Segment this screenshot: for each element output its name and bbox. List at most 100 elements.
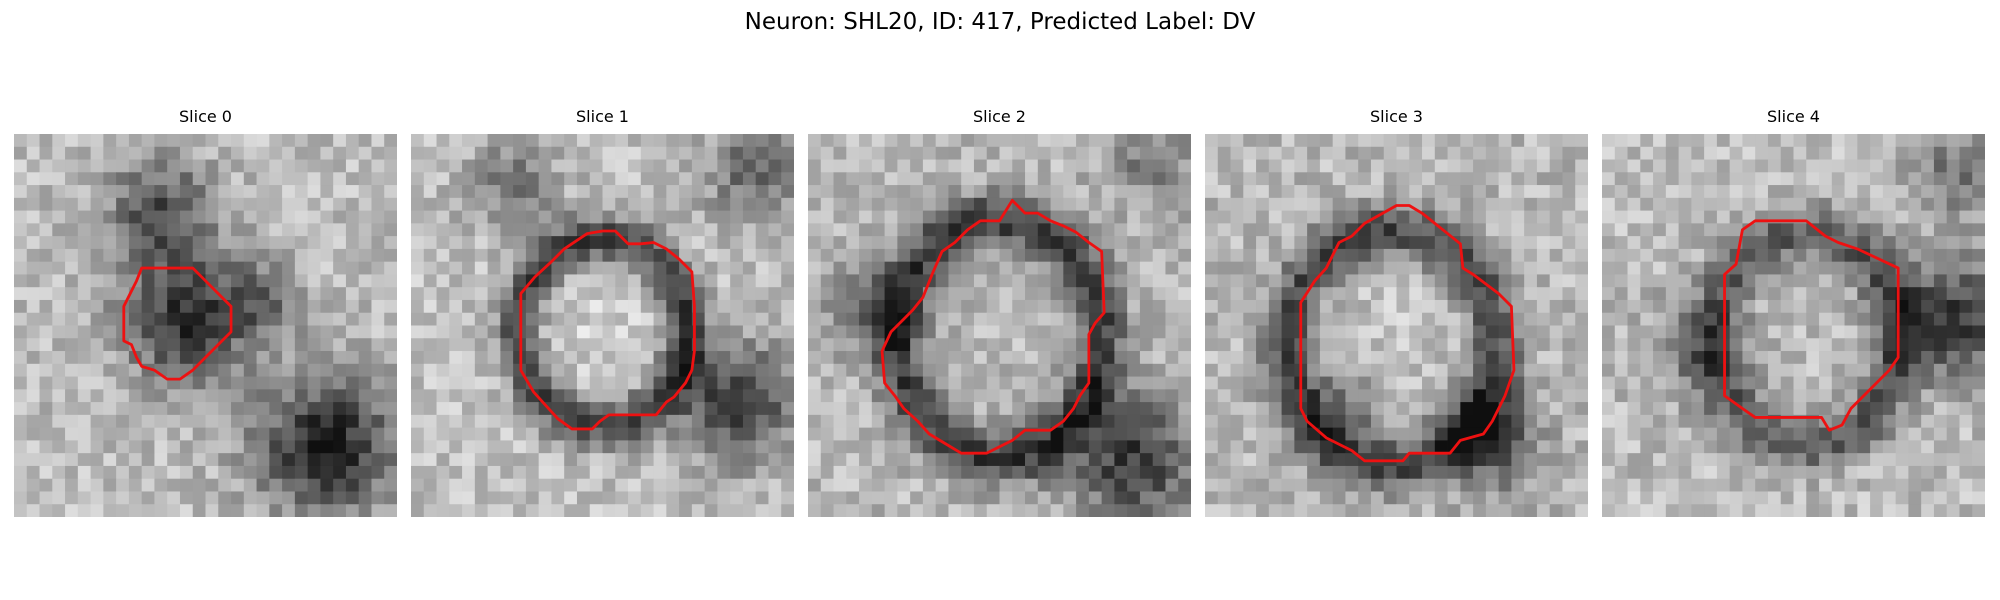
- pixel: [384, 440, 397, 454]
- pixel: [1025, 504, 1039, 517]
- pixel: [487, 351, 501, 365]
- pixel: [26, 427, 40, 441]
- pixel: [922, 389, 937, 403]
- pixel: [730, 274, 744, 288]
- pixel: [1409, 312, 1423, 326]
- pixel: [551, 325, 565, 339]
- pixel: [487, 210, 501, 224]
- pixel: [1012, 325, 1026, 339]
- pixel: [935, 261, 949, 275]
- pixel: [653, 248, 667, 263]
- pixel: [564, 261, 578, 275]
- pixel: [1012, 223, 1026, 237]
- pixel: [333, 325, 347, 339]
- pixel: [1178, 210, 1191, 224]
- pixel: [1396, 312, 1410, 326]
- pixel: [973, 261, 988, 275]
- pixel: [999, 197, 1013, 211]
- pixel: [1025, 261, 1039, 275]
- pixel: [564, 453, 578, 467]
- pixel: [666, 236, 680, 250]
- pixel: [282, 504, 296, 517]
- pixel: [1460, 274, 1474, 288]
- pixel: [423, 312, 437, 326]
- pixel: [1959, 338, 1973, 352]
- pixel: [781, 440, 794, 454]
- pixel: [167, 351, 181, 365]
- pixel: [1396, 210, 1410, 224]
- pixel: [859, 338, 873, 352]
- pixel: [1319, 376, 1334, 390]
- pixel: [179, 159, 194, 173]
- pixel: [14, 465, 28, 480]
- pixel: [1076, 299, 1090, 314]
- pixel: [755, 325, 769, 339]
- pixel: [1793, 427, 1807, 441]
- pixel: [1959, 325, 1973, 339]
- pixel: [691, 504, 706, 517]
- pixel: [935, 491, 949, 505]
- pixel: [1050, 325, 1064, 339]
- pixel: [1101, 185, 1115, 199]
- pixel: [871, 248, 885, 263]
- pixel: [269, 427, 283, 441]
- pixel: [1972, 351, 1985, 365]
- pixel: [808, 248, 822, 263]
- pixel: [948, 223, 962, 237]
- pixel: [231, 134, 245, 148]
- pixel: [320, 453, 334, 467]
- pixel: [487, 261, 501, 275]
- pixel: [833, 172, 847, 186]
- pixel: [730, 299, 744, 314]
- pixel: [1870, 299, 1884, 314]
- pixel: [1114, 504, 1128, 517]
- pixel: [1498, 478, 1512, 492]
- pixel: [910, 197, 924, 211]
- pixel: [14, 440, 28, 454]
- pixel: [1729, 197, 1743, 211]
- pixel: [77, 491, 91, 505]
- pixel: [52, 351, 66, 365]
- pixel: [551, 236, 565, 250]
- pixel: [192, 312, 206, 326]
- pixel: [243, 197, 257, 211]
- pixel: [576, 491, 591, 505]
- pixel: [26, 159, 40, 173]
- pixel: [449, 338, 463, 352]
- pixel: [1281, 478, 1295, 492]
- pixel: [897, 325, 911, 339]
- pixel: [1409, 338, 1423, 352]
- pixel: [39, 159, 53, 173]
- pixel: [14, 223, 28, 237]
- pixel: [294, 172, 309, 186]
- pixel: [1653, 223, 1667, 237]
- pixel: [1640, 159, 1654, 173]
- pixel: [487, 465, 501, 480]
- pixel: [755, 146, 769, 160]
- pixel: [884, 236, 898, 250]
- pixel: [1037, 146, 1051, 160]
- pixel: [90, 248, 104, 263]
- pixel: [768, 453, 782, 467]
- pixel: [1139, 491, 1154, 505]
- pixel: [1549, 274, 1563, 288]
- pixel: [846, 172, 860, 186]
- pixel: [1422, 134, 1436, 148]
- pixel: [1844, 427, 1858, 441]
- pixel: [231, 427, 245, 441]
- pixel: [551, 414, 565, 429]
- pixel: [1831, 427, 1845, 441]
- pixel: [320, 134, 334, 148]
- pixel: [691, 236, 706, 250]
- pixel: [411, 491, 425, 505]
- pixel: [384, 287, 397, 301]
- pixel: [922, 465, 937, 480]
- pixel: [1243, 159, 1257, 173]
- pixel: [897, 478, 911, 492]
- pixel: [602, 146, 616, 160]
- pixel: [116, 134, 130, 148]
- pixel: [755, 134, 769, 148]
- pixel: [1050, 248, 1064, 263]
- pixel: [384, 389, 397, 403]
- pixel: [345, 427, 360, 441]
